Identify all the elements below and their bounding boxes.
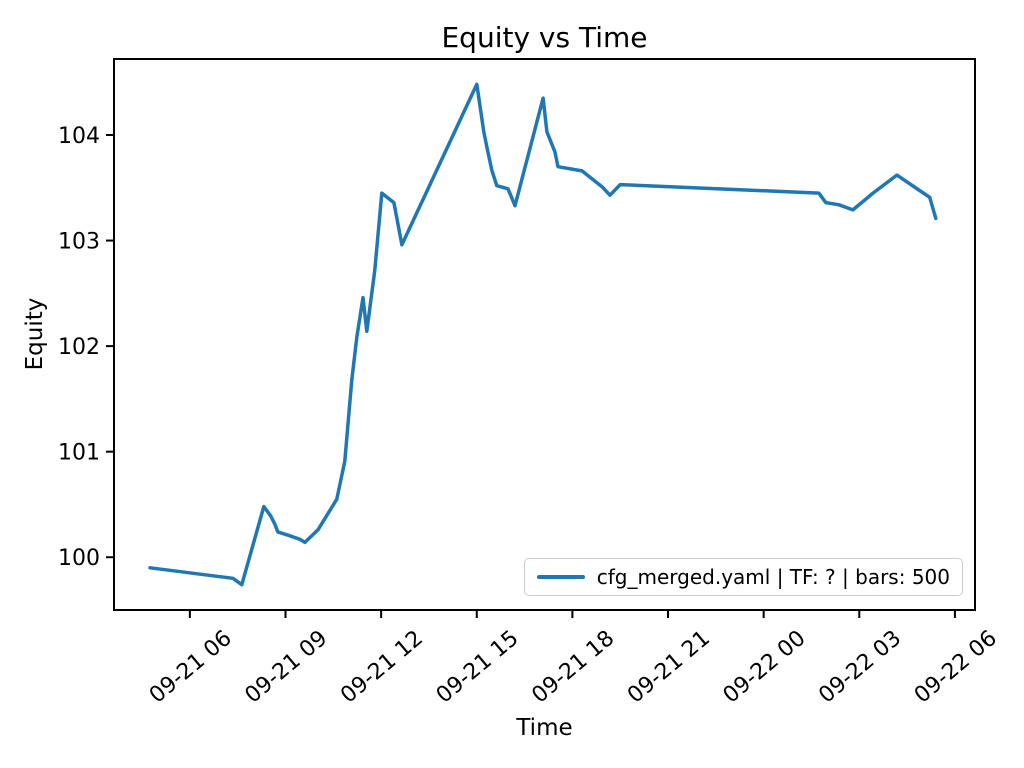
x-tick-label: 09-21 09 (241, 626, 333, 709)
chart-title: Equity vs Time (441, 21, 648, 54)
x-tick-label: 09-21 18 (527, 626, 619, 709)
x-tick-label: 09-22 03 (814, 626, 906, 709)
legend-line-sample (536, 575, 585, 579)
x-axis-label: Time (516, 715, 573, 741)
x-tick-label: 09-21 21 (623, 626, 715, 709)
x-tick-label: 09-21 12 (336, 626, 428, 709)
y-tick-label: 103 (58, 230, 100, 255)
x-tick-label: 09-22 00 (719, 626, 811, 709)
plot-border (113, 58, 976, 611)
y-tick-label: 101 (58, 441, 100, 466)
x-tick-label: 09-21 15 (432, 626, 524, 709)
y-axis-label: Equity (22, 297, 48, 371)
x-tick-label: 09-21 06 (145, 626, 237, 709)
y-tick-label: 104 (58, 124, 100, 149)
legend-label: cfg_merged.yaml | TF: ? | bars: 500 (596, 565, 950, 589)
legend: cfg_merged.yaml | TF: ? | bars: 500 (523, 558, 963, 596)
y-tick-label: 102 (58, 335, 100, 360)
x-tick-label: 09-22 06 (910, 626, 1002, 709)
y-tick-label: 100 (58, 546, 100, 571)
equity-line (148, 82, 938, 587)
